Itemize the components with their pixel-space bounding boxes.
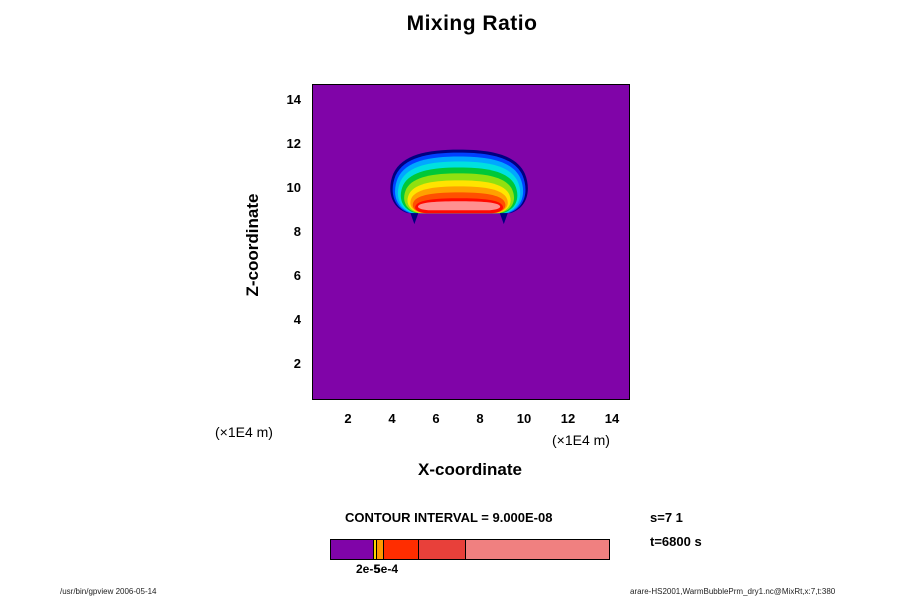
x-tick-6: 6 — [432, 411, 440, 426]
colorbar-segment-5 — [465, 540, 609, 559]
contour-band-10 — [417, 201, 501, 211]
annotation-t: t=6800 s — [650, 534, 702, 549]
annotation-s: s=7 1 — [650, 510, 683, 525]
y-tick-14: 14 — [286, 92, 301, 107]
colorbar-segment-1 — [374, 540, 378, 559]
y-axis-unit: (×1E4 m) — [215, 424, 273, 440]
contour-interval-note: CONTOUR INTERVAL = 9.000E-08 — [345, 510, 553, 525]
x-tick-8: 8 — [476, 411, 484, 426]
y-tick-10: 10 — [286, 180, 301, 195]
x-tick-4: 4 — [388, 411, 396, 426]
y-tick-8: 8 — [293, 224, 301, 239]
x-tick-12: 12 — [560, 411, 576, 426]
contour-notch-0 — [410, 213, 419, 225]
y-tick-6: 6 — [293, 268, 301, 283]
footer-command: /usr/bin/gpview 2006-05-14 — [60, 587, 157, 596]
x-axis-ticks: 2 4 6 8 10 12 14 — [312, 411, 630, 429]
colorbar-label-2e-5: 2e-5 — [356, 562, 381, 576]
y-tick-2: 2 — [293, 356, 301, 371]
x-axis-unit: (×1E4 m) — [552, 432, 610, 448]
y-tick-4: 4 — [293, 312, 301, 327]
x-tick-14: 14 — [604, 411, 620, 426]
colorbar-labels: 2e-5 5e-4 — [330, 562, 610, 578]
colorbar-label-5e-4: 5e-4 — [374, 562, 399, 576]
plot-title: Mixing Ratio — [406, 12, 538, 35]
plot-area — [312, 84, 630, 400]
colorbar-segment-3 — [383, 540, 419, 559]
colorbar-segment-4 — [418, 540, 466, 559]
y-tick-12: 12 — [286, 136, 301, 151]
footer-source: arare-HS2001,WarmBubblePrm_dry1.nc@MixRt… — [630, 587, 836, 596]
colorbar-segment-2 — [377, 540, 384, 559]
contour-plot — [390, 149, 528, 225]
x-axis-label: X-coordinate — [418, 460, 522, 479]
colorbar — [330, 539, 610, 560]
contour-notch-1 — [499, 213, 508, 225]
colorbar-segment-0 — [331, 540, 375, 559]
y-axis-ticks: 14 12 10 8 6 4 2 — [255, 84, 301, 400]
x-tick-10: 10 — [516, 411, 532, 426]
x-tick-2: 2 — [344, 411, 352, 426]
